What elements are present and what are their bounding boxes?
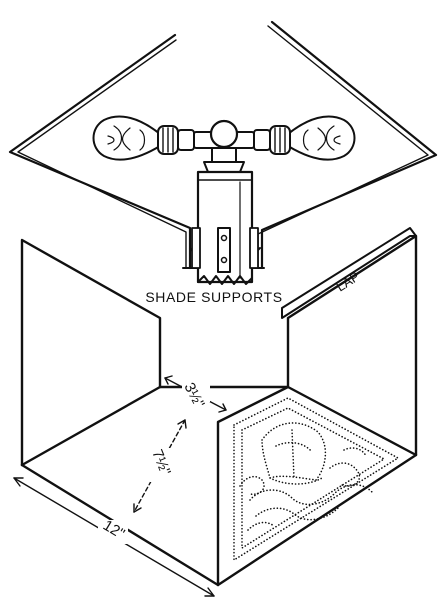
front-pattern-panel [216, 385, 418, 587]
left-panel [20, 238, 162, 467]
socket-cluster [193, 119, 255, 173]
perforated-pattern [233, 397, 400, 562]
dimension-depth: 3½" [164, 375, 227, 413]
dimension-height: 7½" [133, 419, 187, 513]
lap-strip [281, 227, 417, 319]
shade-supports-caption: SHADE SUPPORTS [145, 289, 282, 305]
shade-support-fixture: SHADE SUPPORTS [8, 20, 438, 305]
right-light-bulb [253, 115, 356, 161]
left-light-bulb [92, 115, 195, 161]
right-panel [286, 234, 418, 457]
floor-back-left-edge [20, 385, 162, 467]
dimension-width: 12" [13, 477, 215, 597]
mounting-block [191, 170, 259, 285]
